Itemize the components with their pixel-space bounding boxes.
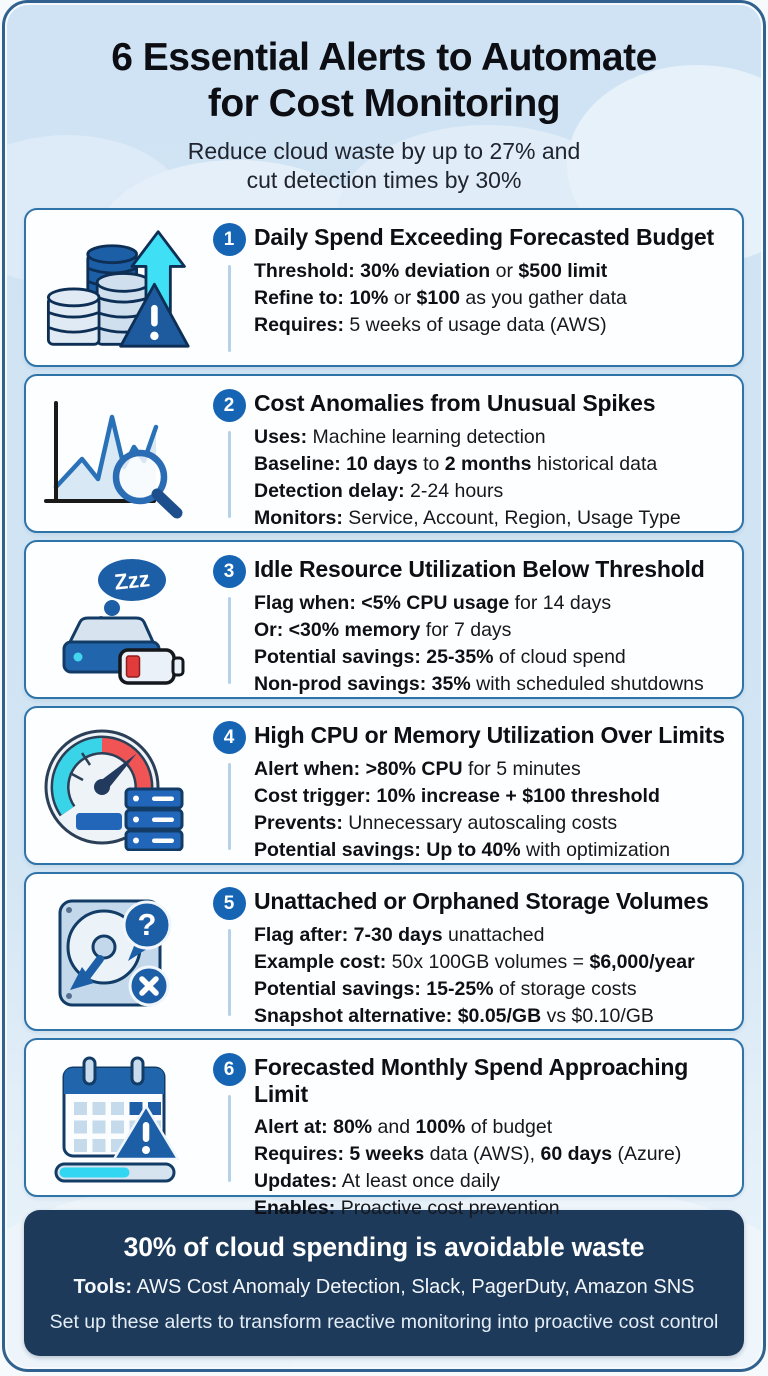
svg-text:Zzᴢ: Zzᴢ: [113, 566, 151, 595]
card-title: Cost Anomalies from Unusual Spikes: [254, 390, 656, 417]
badge-column: 5: [204, 887, 254, 1024]
card-detail-line: Potential savings: Up to 40% with optimi…: [254, 838, 671, 861]
gauge-high-load-icon: [26, 708, 204, 863]
card-text: Daily Spend Exceeding Forecasted Budget T…: [254, 223, 736, 360]
card-detail-line: Prevents: Unnecessary autoscaling costs: [254, 811, 618, 834]
card-content: 5 Unattached or Orphaned Storage Volumes F…: [204, 874, 742, 1029]
card-number-badge: 6: [212, 1053, 246, 1087]
card-detail-line: Requires: 5 weeks of usage data (AWS): [254, 313, 607, 336]
footer-note: Set up these alerts to transform reactiv…: [49, 1311, 719, 1334]
card-content: 4 High CPU or Memory Utilization Over Lim…: [204, 708, 742, 863]
card-detail-line: Alert when: >80% CPU for 5 minutes: [254, 757, 581, 780]
card-detail-line: Updates: At least once daily: [254, 1170, 501, 1193]
card-detail-line: Requires: 5 weeks data (AWS), 60 days (A…: [254, 1143, 682, 1166]
svg-text:?: ?: [138, 907, 157, 942]
badge-column: 2: [204, 389, 254, 526]
divider-line: [227, 431, 231, 519]
card-detail-line: Uses: Machine learning detection: [254, 425, 546, 448]
footer-tools: Tools: AWS Cost Anomaly Detection, Slack…: [48, 1276, 720, 1299]
divider-line: [227, 265, 231, 353]
card-detail-line: Non-prod savings: 35% with scheduled shu…: [254, 672, 704, 695]
card-title: Daily Spend Exceeding Forecasted Budget: [254, 224, 714, 251]
card-detail-line: Flag after: 7-30 days unattached: [254, 923, 545, 946]
card-detail-line: Potential savings: 15-25% of storage cos…: [254, 977, 637, 1000]
card-detail-line: Or: <30% memory for 7 days: [254, 618, 512, 641]
card-content: 3 Idle Resource Utilization Below Thresho…: [204, 542, 742, 697]
card-content: 6 Forecasted Monthly Spend Approaching Li…: [204, 1040, 742, 1219]
card-number-badge: 3: [212, 555, 246, 589]
orphaned-disk-icon: ?: [26, 874, 204, 1029]
card-title: Forecasted Monthly Spend Approaching Lim…: [254, 1054, 689, 1107]
card-detail-line: Potential savings: 25-35% of cloud spend: [254, 645, 626, 668]
card-text: Idle Resource Utilization Below Threshol…: [254, 555, 736, 694]
card-detail-line: Detection delay: 2-24 hours: [254, 479, 504, 502]
alert-card-2: 2 Cost Anomalies from Unusual Spikes Uses:…: [24, 374, 744, 534]
card-text: Unattached or Orphaned Storage Volumes Fl…: [254, 887, 736, 1026]
card-detail-line: Alert at: 80% and 100% of budget: [254, 1116, 553, 1139]
card-title: Unattached or Orphaned Storage Volumes: [254, 888, 709, 915]
alert-card-4: 4 High CPU or Memory Utilization Over Lim…: [24, 706, 744, 866]
divider-line: [227, 1095, 231, 1183]
card-text: Forecasted Monthly Spend Approaching Lim…: [254, 1053, 736, 1219]
card-text: Cost Anomalies from Unusual Spikes Uses: …: [254, 389, 736, 528]
sleeping-server-low-battery-icon: Zzᴢ: [26, 542, 204, 697]
card-number-badge: 4: [212, 721, 246, 755]
card-detail-line: Baseline: 10 days to 2 months historical…: [254, 452, 658, 475]
alert-card-6: 6 Forecasted Monthly Spend Approaching Li…: [24, 1038, 744, 1219]
card-content: 1 Daily Spend Exceeding Forecasted Budget…: [204, 210, 742, 365]
alert-card-3: Zzᴢ 3 Idle Resource Utilization Below Thr…: [24, 540, 744, 700]
card-detail-line: Monitors: Service, Account, Region, Usag…: [254, 506, 681, 529]
alert-cards-list: 1 Daily Spend Exceeding Forecasted Budget…: [24, 208, 744, 1219]
card-title: High CPU or Memory Utilization Over Limi…: [254, 722, 725, 749]
card-detail-line: Refine to: 10% or $100 as you gather dat…: [254, 286, 627, 309]
card-content: 2 Cost Anomalies from Unusual Spikes Uses:…: [204, 376, 742, 531]
page-title: 6 Essential Alerts to Automate for Cost M…: [111, 36, 657, 125]
alert-card-1: 1 Daily Spend Exceeding Forecasted Budget…: [24, 208, 744, 368]
infographic-panel: 6 Essential Alerts to Automate for Cost M…: [7, 5, 761, 1367]
divider-line: [227, 763, 231, 851]
divider-line: [227, 597, 231, 685]
calendar-budget-alert-icon: [26, 1040, 204, 1195]
badge-column: 1: [204, 223, 254, 360]
card-detail-line: Example cost: 50x 100GB volumes = $6,000…: [254, 950, 695, 973]
card-text: High CPU or Memory Utilization Over Limi…: [254, 721, 736, 860]
page-subtitle: Reduce cloud waste by up to 27% and cut d…: [187, 138, 581, 194]
footer-tools-label: Tools:: [73, 1276, 133, 1299]
header: 6 Essential Alerts to Automate for Cost M…: [7, 5, 761, 195]
card-title: Idle Resource Utilization Below Threshol…: [254, 556, 705, 583]
card-detail-line: Enables: Proactive cost prevention: [254, 1197, 560, 1220]
anomaly-chart-magnifier-icon: [26, 376, 204, 531]
badge-column: 6: [204, 1053, 254, 1190]
card-number-badge: 2: [212, 389, 246, 423]
alert-card-5: ? 5 Unattached or Orphaned Storage Volume…: [24, 872, 744, 1032]
card-detail-line: Threshold: 30% deviation or $500 limit: [254, 259, 608, 282]
card-number-badge: 5: [212, 887, 246, 921]
footer-headline: 30% of cloud spending is avoidable waste: [123, 1232, 645, 1263]
card-number-badge: 1: [212, 223, 246, 257]
divider-line: [227, 929, 231, 1017]
coins-growth-alert-icon: [26, 210, 204, 365]
card-detail-line: Cost trigger: 10% increase + $100 thresh…: [254, 784, 660, 807]
badge-column: 4: [204, 721, 254, 858]
footer-banner: 30% of cloud spending is avoidable waste…: [24, 1210, 744, 1357]
footer-tools-value: AWS Cost Anomaly Detection, Slack, Pager…: [136, 1276, 695, 1299]
card-detail-line: Flag when: <5% CPU usage for 14 days: [254, 591, 612, 614]
card-detail-line: Snapshot alternative: $0.05/GB vs $0.10/…: [254, 1004, 654, 1027]
badge-column: 3: [204, 555, 254, 692]
